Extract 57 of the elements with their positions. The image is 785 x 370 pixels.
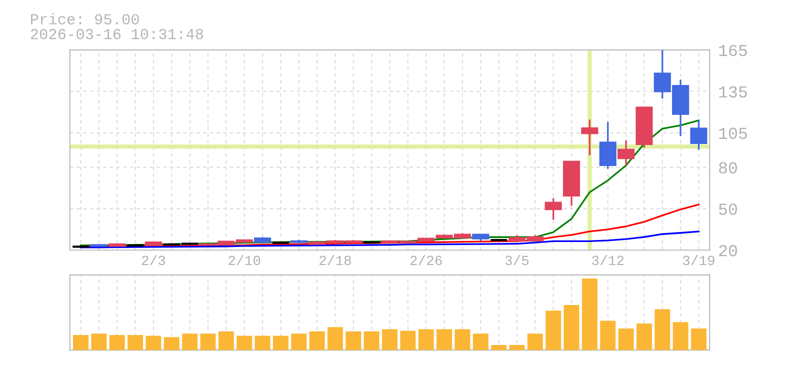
bar [254,336,270,350]
bar [346,331,362,350]
bar [146,336,162,350]
x-tick-label: 3/5 [505,254,529,266]
y-tick-label: 80 [719,162,737,174]
candlestick [690,120,708,151]
bar [491,345,507,350]
bar [400,330,416,350]
bar [454,329,470,350]
bar [546,310,562,350]
bar [128,335,144,350]
x-tick-label: 2/26 [410,254,442,266]
bar [272,336,288,350]
x-tick-label: 3/19 [682,254,714,266]
bar [672,322,688,350]
bar [527,334,543,350]
bar [109,335,125,350]
y-tick-label: 50 [719,204,737,215]
bar [91,334,107,350]
line-series [80,120,700,246]
bar [436,329,452,350]
bar [200,334,216,350]
bar [654,309,670,350]
chart-title: Price: 95.00 [31,13,139,24]
chart-subtitle: 2026-03-16 10:31:48 [30,28,204,40]
y-tick-label: 20 [719,245,737,256]
y-tick-label: 165 [719,44,747,56]
bar [364,331,380,350]
bar [472,334,488,350]
x-tick-label: 3/12 [592,254,624,266]
bar [618,328,634,350]
bar [382,329,398,350]
x-tick-label: 2/18 [320,254,351,266]
candlestick [599,121,616,170]
bar [291,334,307,350]
x-tick-label: 2/3 [142,254,166,266]
candlestick [544,197,562,221]
bar [328,327,343,350]
bar [582,278,598,350]
candlestick [581,118,598,156]
bar [309,331,325,350]
y-tick-label: 135 [719,86,747,98]
bar [164,337,180,350]
bar [218,331,234,350]
bar [564,304,580,350]
bar [236,336,252,350]
bar [509,345,525,350]
bar [418,329,434,350]
bar [691,328,706,350]
bar [182,334,198,350]
line-series [80,230,700,248]
x-tick-label: 2/10 [228,254,260,266]
bar [600,320,616,350]
y-tick-label: 105 [719,128,747,139]
bar [73,335,88,350]
candlestick [618,140,635,166]
bar [636,324,652,350]
